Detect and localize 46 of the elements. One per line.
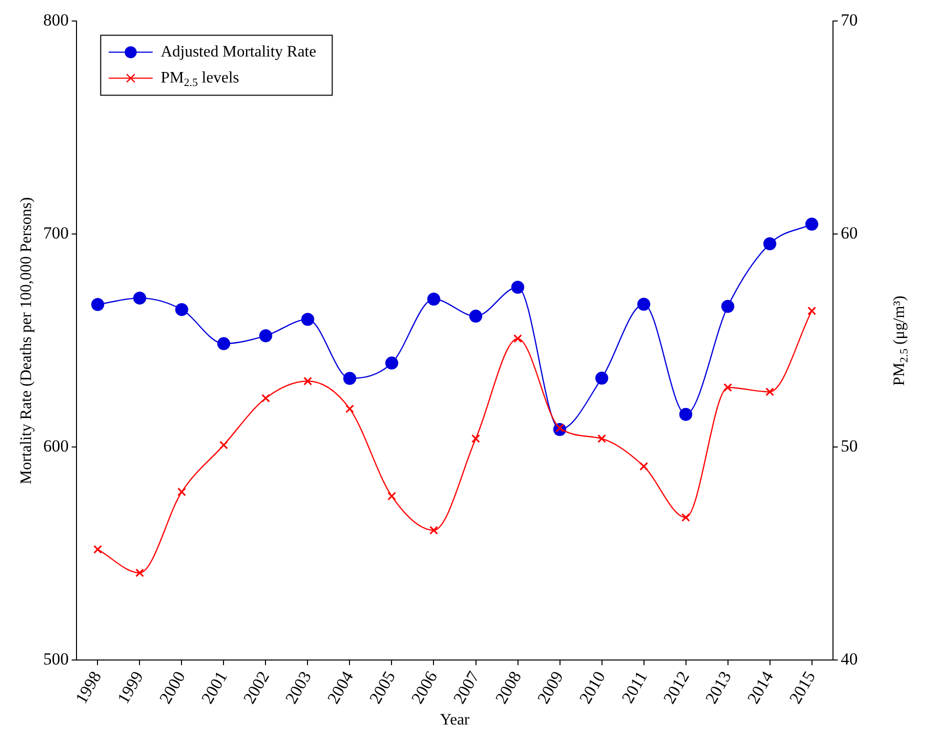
point bbox=[427, 292, 440, 306]
point bbox=[301, 312, 314, 326]
point bbox=[721, 300, 734, 313]
y2-tick-label: 40 bbox=[840, 650, 858, 669]
point bbox=[133, 292, 146, 305]
y2-tick-label: 70 bbox=[840, 10, 858, 30]
y-tick-label: 500 bbox=[43, 650, 69, 669]
point bbox=[597, 434, 606, 443]
point bbox=[471, 434, 480, 443]
point bbox=[639, 462, 648, 471]
y2-tick-label: 60 bbox=[840, 224, 858, 243]
point bbox=[595, 372, 608, 385]
point bbox=[219, 440, 228, 450]
point bbox=[511, 280, 524, 294]
point bbox=[303, 376, 312, 386]
point bbox=[217, 337, 230, 350]
point bbox=[345, 404, 354, 414]
point bbox=[261, 394, 270, 403]
y-tick-label: 600 bbox=[43, 436, 69, 456]
point bbox=[805, 218, 818, 231]
point bbox=[469, 310, 482, 323]
y2-axis-title: PM2.5 (μg/m³) bbox=[891, 296, 911, 386]
point bbox=[385, 356, 398, 370]
y-tick-label: 800 bbox=[43, 10, 69, 30]
point bbox=[637, 298, 650, 311]
point bbox=[681, 513, 690, 522]
x-axis-title: Year bbox=[440, 712, 470, 729]
point bbox=[429, 526, 438, 535]
point bbox=[91, 298, 104, 311]
point bbox=[135, 568, 144, 578]
point bbox=[807, 306, 816, 316]
point bbox=[723, 383, 732, 392]
point bbox=[175, 303, 188, 316]
point bbox=[387, 492, 396, 500]
legend-label: Adjusted Mortality Rate bbox=[160, 43, 316, 60]
y2-tick-label: 50 bbox=[840, 436, 858, 456]
point bbox=[259, 329, 272, 342]
point bbox=[765, 387, 774, 396]
y-axis-title: Mortality Rate (Deaths per 100,000 Persons) bbox=[18, 197, 35, 484]
point bbox=[177, 488, 186, 496]
point bbox=[763, 237, 776, 250]
point bbox=[93, 545, 102, 554]
point bbox=[513, 334, 522, 343]
point bbox=[679, 408, 692, 421]
y-tick-label: 700 bbox=[43, 224, 69, 243]
point bbox=[343, 372, 356, 385]
